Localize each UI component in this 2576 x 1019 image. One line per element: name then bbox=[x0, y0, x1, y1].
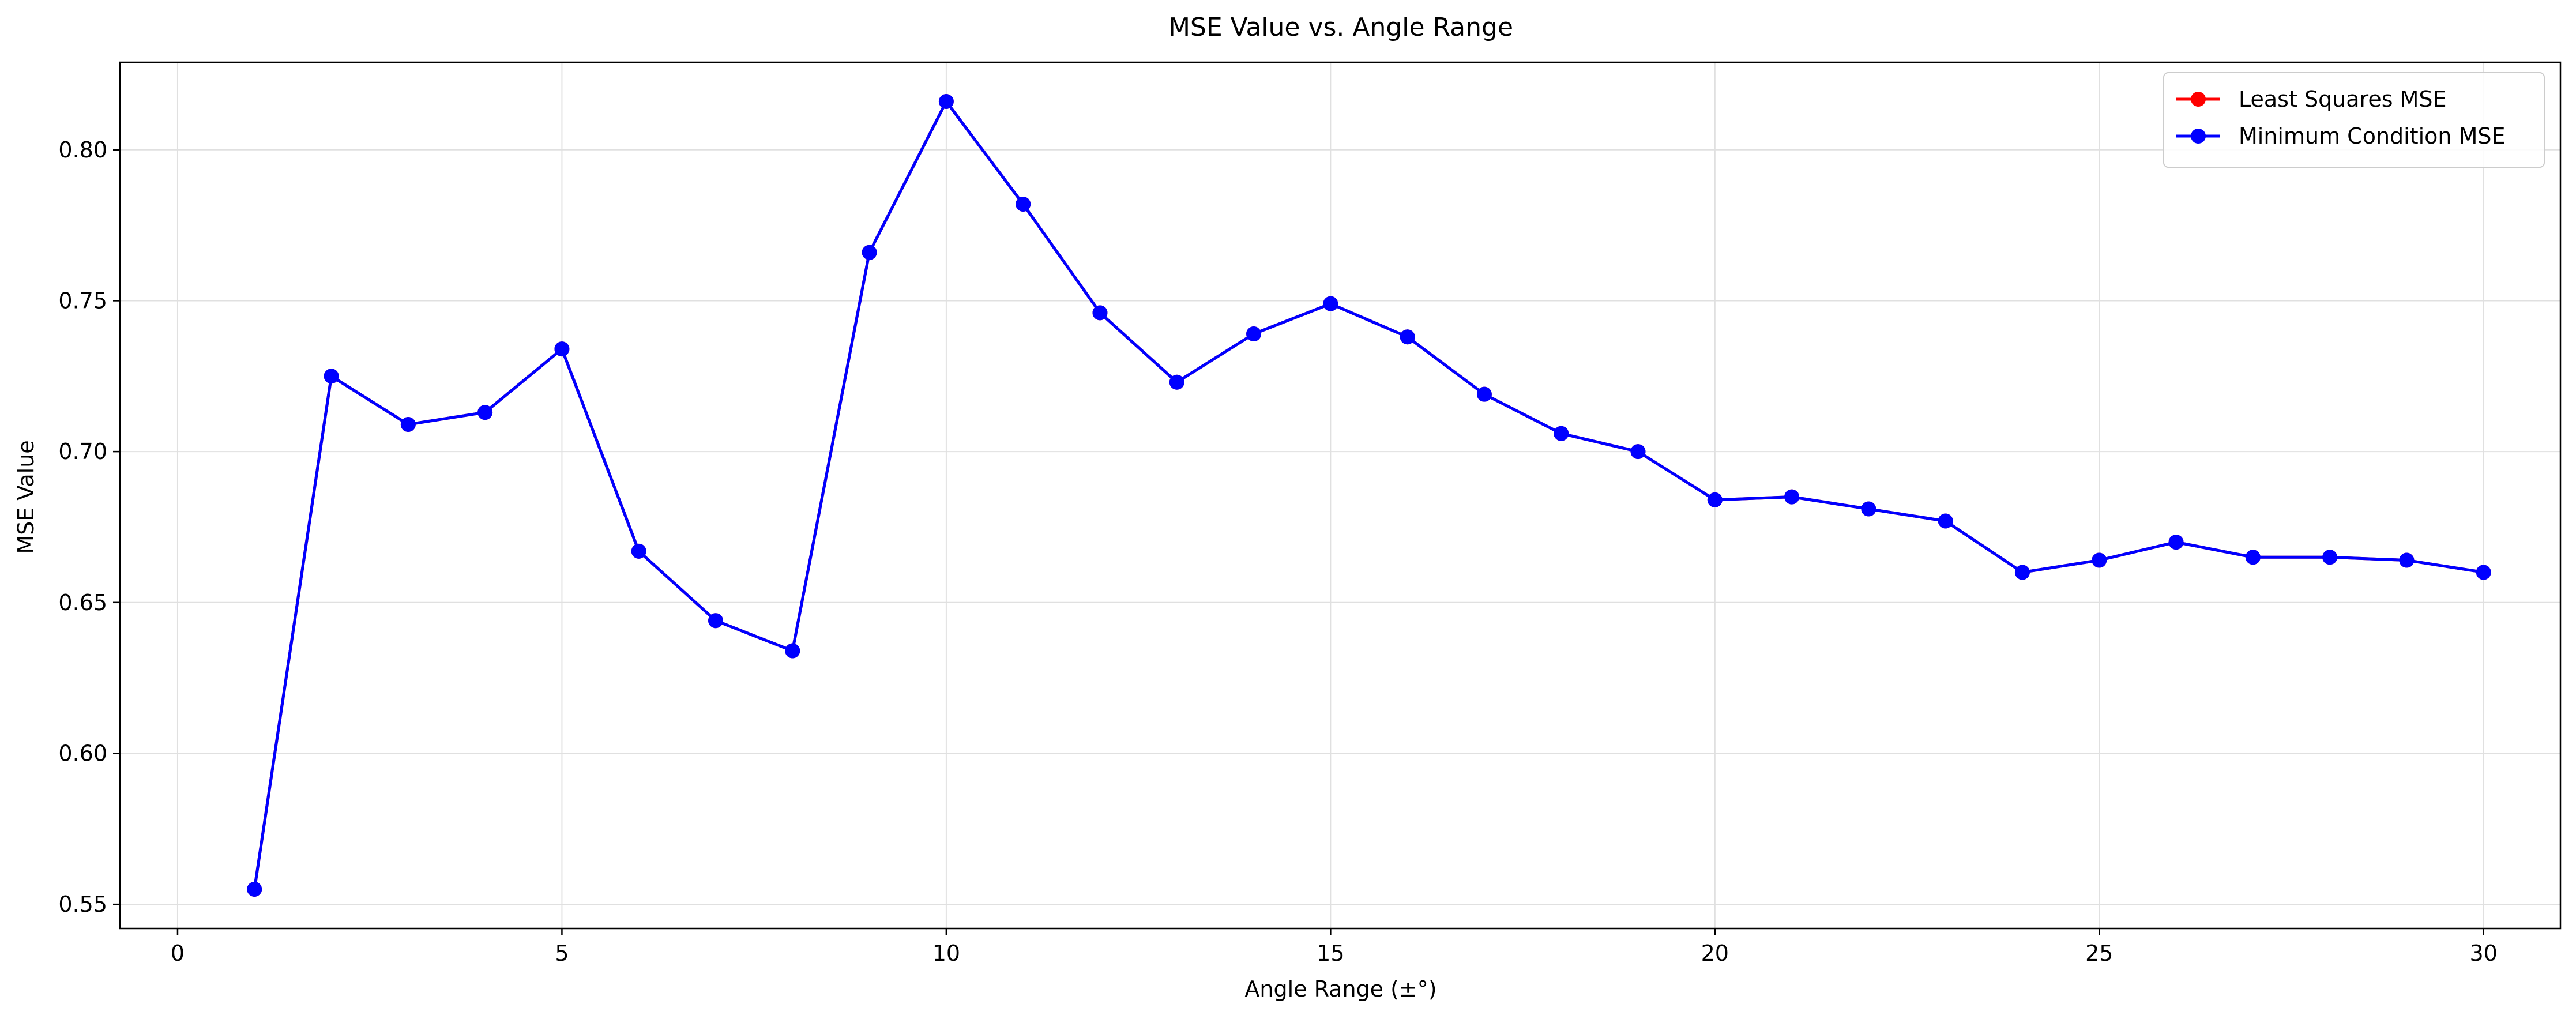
data-point bbox=[1400, 329, 1415, 345]
x-tick-label: 25 bbox=[2085, 941, 2113, 966]
data-point bbox=[862, 245, 877, 260]
y-axis-label: MSE Value bbox=[13, 440, 39, 554]
series-layer bbox=[247, 94, 2491, 897]
series-2 bbox=[247, 94, 2491, 897]
data-point bbox=[1016, 196, 1031, 212]
legend-marker bbox=[2191, 92, 2206, 107]
x-tick-label: 30 bbox=[2470, 941, 2498, 966]
series-line bbox=[253, 100, 2484, 890]
data-point bbox=[2014, 565, 2030, 580]
data-point bbox=[1630, 444, 1646, 460]
x-axis: 0 5 10 15 20 25 30 bbox=[171, 928, 2498, 966]
y-tick-label: 0.80 bbox=[58, 137, 107, 163]
series-1 bbox=[247, 94, 2491, 897]
data-point bbox=[2476, 565, 2491, 580]
x-axis-label: Angle Range (±°) bbox=[1244, 976, 1436, 1002]
data-point bbox=[1476, 386, 1492, 402]
y-axis: 0.55 0.60 0.65 0.70 0.75 0.80 bbox=[58, 137, 120, 917]
data-point bbox=[2245, 550, 2261, 565]
data-point bbox=[477, 405, 493, 420]
data-point bbox=[1323, 296, 1338, 311]
data-point bbox=[1554, 426, 1569, 441]
data-point bbox=[708, 613, 724, 629]
y-tick-label: 0.75 bbox=[58, 288, 107, 313]
y-tick-label: 0.65 bbox=[58, 590, 107, 615]
data-point bbox=[1938, 513, 1953, 529]
series-line bbox=[253, 100, 2484, 890]
legend-marker bbox=[2191, 129, 2206, 144]
data-point bbox=[1784, 489, 1800, 505]
data-point bbox=[1169, 374, 1184, 390]
y-tick-label: 0.70 bbox=[58, 439, 107, 464]
x-tick-label: 10 bbox=[932, 941, 960, 966]
legend-label: Least Squares MSE bbox=[2239, 87, 2447, 112]
data-point bbox=[2399, 552, 2415, 568]
x-tick-label: 0 bbox=[171, 941, 185, 966]
data-point bbox=[938, 94, 954, 110]
chart-title: MSE Value vs. Angle Range bbox=[1168, 13, 1513, 42]
data-point bbox=[785, 643, 800, 659]
x-tick-label: 15 bbox=[1317, 941, 1344, 966]
data-point bbox=[631, 543, 646, 559]
x-tick-label: 20 bbox=[1701, 941, 1729, 966]
data-point bbox=[554, 341, 570, 357]
data-point bbox=[1861, 501, 1876, 517]
grid-layer bbox=[120, 62, 2560, 928]
legend-label: Minimum Condition MSE bbox=[2239, 123, 2506, 149]
data-point bbox=[2092, 552, 2107, 568]
x-tick-label: 5 bbox=[555, 941, 569, 966]
data-point bbox=[400, 417, 416, 433]
data-point bbox=[2322, 550, 2338, 565]
y-tick-label: 0.55 bbox=[58, 892, 107, 917]
data-point bbox=[1092, 305, 1108, 321]
data-point bbox=[324, 369, 339, 384]
plot-frame bbox=[119, 61, 2562, 930]
data-point bbox=[2168, 535, 2184, 550]
data-point bbox=[247, 881, 262, 897]
y-tick-label: 0.60 bbox=[58, 740, 107, 766]
data-point bbox=[1246, 326, 1262, 342]
legend-box bbox=[2163, 72, 2545, 168]
data-point bbox=[1707, 492, 1723, 507]
legend: Least Squares MSE Minimum Condition MSE bbox=[2163, 72, 2545, 168]
